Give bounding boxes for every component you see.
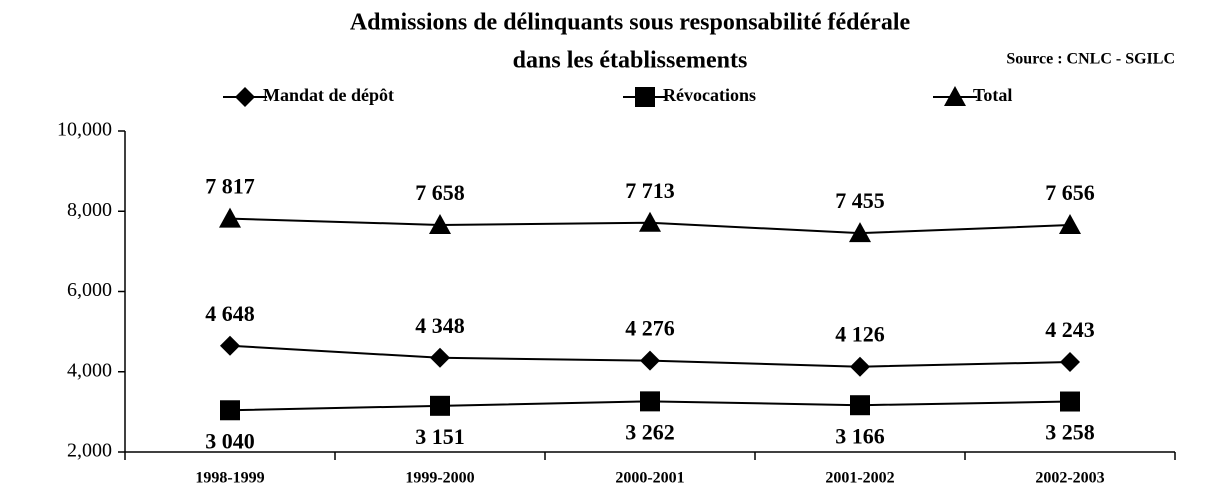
x-tick-label: 1998-1999 (195, 470, 264, 487)
marker (849, 222, 871, 243)
marker (1060, 351, 1080, 372)
value-label: 7 713 (625, 178, 675, 203)
value-label: 4 243 (1045, 317, 1095, 342)
y-tick-label: 6,000 (67, 279, 112, 301)
x-tick-label: 2002-2003 (1035, 470, 1104, 487)
marker (944, 86, 966, 106)
x-tick-label: 1999-2000 (405, 470, 474, 487)
marker (635, 87, 655, 107)
marker (220, 335, 240, 356)
marker (220, 400, 240, 421)
marker (235, 87, 255, 107)
marker (430, 395, 450, 416)
y-tick-label: 4,000 (67, 359, 112, 381)
legend-label: Total (973, 85, 1012, 105)
value-label: 3 258 (1045, 420, 1095, 445)
value-label: 3 166 (835, 423, 885, 448)
marker (850, 356, 870, 377)
y-tick-label: 2,000 (67, 440, 112, 462)
marker (1059, 214, 1081, 235)
value-label: 7 656 (1045, 180, 1095, 205)
marker (850, 395, 870, 416)
legend-label: Mandat de dépôt (263, 85, 394, 105)
value-label: 7 455 (835, 188, 885, 213)
y-tick-label: 10,000 (57, 119, 112, 141)
value-label: 4 348 (415, 313, 465, 338)
value-label: 3 262 (625, 419, 675, 444)
value-label: 3 040 (205, 428, 255, 453)
marker (639, 211, 661, 232)
value-label: 4 276 (625, 316, 675, 341)
marker (429, 213, 451, 234)
legend-label: Révocations (663, 85, 756, 105)
x-tick-label: 2000-2001 (615, 470, 684, 487)
value-label: 4 648 (205, 301, 255, 326)
marker (219, 207, 241, 228)
marker (430, 347, 450, 368)
y-tick-label: 8,000 (67, 199, 112, 221)
source: Source : CNLC - SGILC (1006, 51, 1175, 68)
value-label: 3 151 (415, 424, 465, 449)
marker (1060, 391, 1080, 412)
chart-subtitle: dans les établissements (513, 48, 748, 74)
chart-title: Admissions de délinquants sous responsab… (350, 10, 911, 36)
marker (640, 391, 660, 412)
value-label: 7 658 (415, 180, 465, 205)
value-label: 7 817 (205, 174, 255, 199)
value-label: 4 126 (835, 322, 885, 347)
x-tick-label: 2001-2002 (825, 470, 894, 487)
marker (640, 350, 660, 371)
